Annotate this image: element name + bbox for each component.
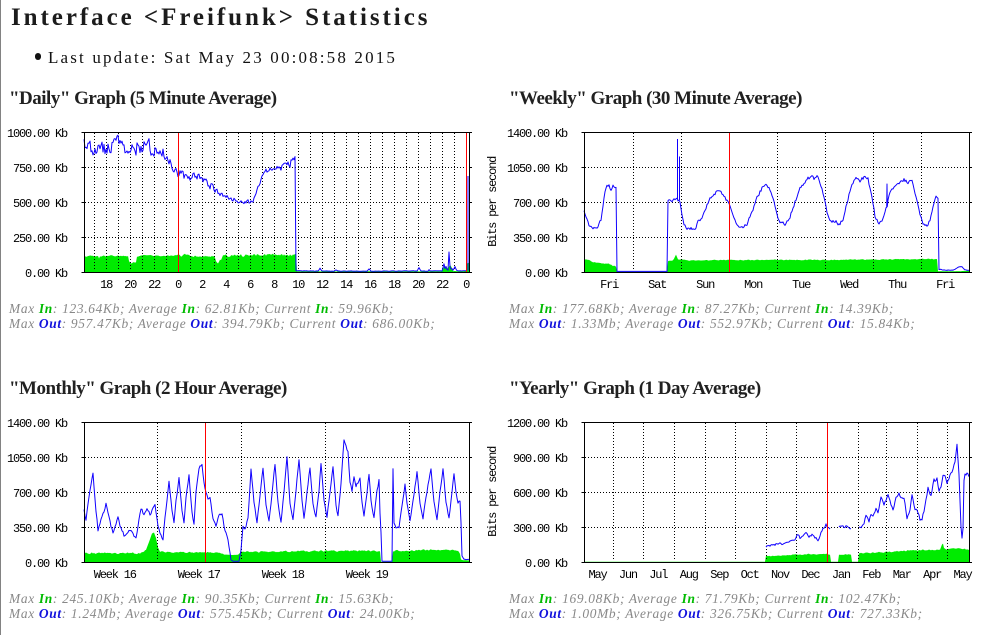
svg-text:700.00 Kb: 700.00 Kb — [513, 197, 568, 211]
svg-text:Aug: Aug — [680, 568, 699, 582]
svg-text:6: 6 — [247, 278, 254, 292]
svg-text:4: 4 — [223, 278, 230, 292]
svg-text:14: 14 — [340, 278, 353, 292]
svg-text:0.00 Kb: 0.00 Kb — [25, 267, 68, 281]
svg-text:1400.00 Kb: 1400.00 Kb — [507, 127, 568, 141]
svg-text:22: 22 — [148, 278, 161, 292]
svg-text:750.00 Kb: 750.00 Kb — [13, 162, 68, 176]
svg-text:500.00 Kb: 500.00 Kb — [13, 197, 68, 211]
svg-text:350.00 Kb: 350.00 Kb — [13, 522, 68, 536]
svg-text:20: 20 — [124, 278, 137, 292]
svg-text:1000.00 Kb: 1000.00 Kb — [7, 127, 68, 141]
svg-text:900.00 Kb: 900.00 Kb — [513, 452, 568, 466]
svg-text:Thu: Thu — [888, 278, 907, 292]
svg-text:Sat: Sat — [648, 278, 666, 292]
svg-text:600.00 Kb: 600.00 Kb — [513, 487, 568, 501]
svg-text:Week 17: Week 17 — [178, 568, 221, 582]
svg-text:8: 8 — [271, 278, 278, 292]
svg-text:10: 10 — [292, 278, 305, 292]
svg-text:Oct: Oct — [741, 568, 759, 582]
svg-text:May: May — [953, 568, 972, 582]
svg-text:Week 16: Week 16 — [94, 568, 137, 582]
svg-text:18: 18 — [388, 278, 401, 292]
svg-text:Bits per second: Bits per second — [486, 156, 500, 247]
svg-text:Nov: Nov — [771, 568, 790, 582]
svg-text:Week 18: Week 18 — [262, 568, 305, 582]
svg-text:20: 20 — [412, 278, 425, 292]
svg-text:700.00 Kb: 700.00 Kb — [13, 487, 68, 501]
svg-text:1050.00 Kb: 1050.00 Kb — [7, 452, 68, 466]
svg-text:350.00 Kb: 350.00 Kb — [513, 232, 568, 246]
svg-text:Fri: Fri — [600, 278, 619, 292]
svg-text:Dec: Dec — [801, 568, 820, 582]
svg-text:Week 19: Week 19 — [346, 568, 389, 582]
svg-text:0: 0 — [463, 278, 470, 292]
svg-text:2: 2 — [199, 278, 206, 292]
svg-text:Mar: Mar — [893, 568, 912, 582]
svg-text:Jun: Jun — [619, 568, 638, 582]
svg-text:May: May — [588, 568, 607, 582]
svg-text:250.00 Kb: 250.00 Kb — [13, 232, 68, 246]
svg-text:Bits per second: Bits per second — [486, 446, 500, 537]
svg-text:Jan: Jan — [832, 568, 851, 582]
svg-text:1200.00 Kb: 1200.00 Kb — [507, 417, 568, 431]
svg-text:1400.00 Kb: 1400.00 Kb — [7, 417, 68, 431]
svg-text:Mon: Mon — [744, 278, 763, 292]
svg-text:Feb: Feb — [862, 568, 881, 582]
svg-text:22: 22 — [436, 278, 449, 292]
svg-text:300.00 Kb: 300.00 Kb — [513, 522, 568, 536]
svg-text:Jul: Jul — [649, 568, 668, 582]
svg-text:0.00 Kb: 0.00 Kb — [25, 557, 68, 571]
svg-text:1050.00 Kb: 1050.00 Kb — [507, 162, 568, 176]
svg-text:Wed: Wed — [840, 278, 859, 292]
svg-text:16: 16 — [364, 278, 377, 292]
svg-text:Sun: Sun — [696, 278, 715, 292]
svg-text:Apr: Apr — [923, 568, 942, 582]
svg-text:12: 12 — [316, 278, 329, 292]
svg-text:18: 18 — [100, 278, 113, 292]
svg-text:Sep: Sep — [710, 568, 729, 582]
svg-text:0: 0 — [175, 278, 182, 292]
svg-text:Fri: Fri — [936, 278, 955, 292]
svg-text:0.00 Kb: 0.00 Kb — [525, 267, 568, 281]
svg-text:Tue: Tue — [792, 278, 811, 292]
svg-text:0.00 Kb: 0.00 Kb — [525, 557, 568, 571]
